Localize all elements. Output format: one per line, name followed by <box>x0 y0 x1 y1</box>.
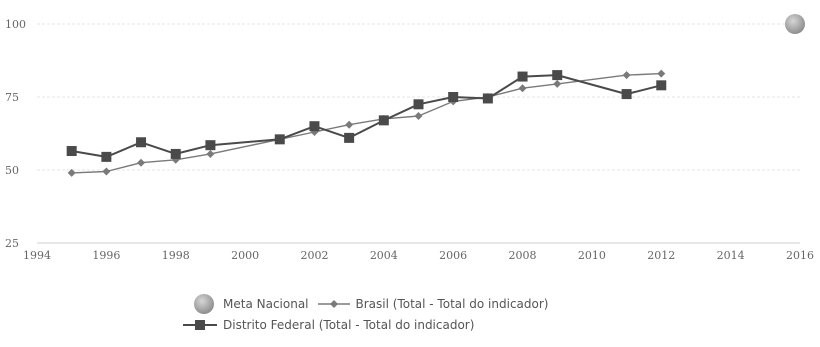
brasil-point-1995 <box>67 168 76 177</box>
legend-df-square-icon <box>183 320 217 330</box>
series-line-brasil <box>71 72 662 174</box>
brasil-point-1997 <box>137 158 146 167</box>
x-tick-label-2006: 2006 <box>439 249 467 262</box>
y-tick-label-100: 100 <box>5 18 26 31</box>
x-tick-label-1994: 1994 <box>23 249 51 262</box>
distrito-federal-point-1995 <box>66 146 77 157</box>
legend-item-meta-nacional[interactable]: Meta Nacional <box>190 293 309 315</box>
meta-nacional-point-2016 <box>785 14 805 34</box>
distrito-federal-point-2012 <box>656 80 667 91</box>
legend-item-distrito-federal[interactable]: Distrito Federal (Total - Total do indic… <box>182 318 474 332</box>
x-tick-label-2004: 2004 <box>370 249 398 262</box>
legend-label-distrito-federal: Distrito Federal (Total - Total do indic… <box>223 318 475 332</box>
brasil-point-2009 <box>553 79 562 88</box>
distrito-federal-point-1999 <box>205 140 216 151</box>
distrito-federal-point-2008 <box>517 71 528 82</box>
legend-meta-circle-icon <box>194 294 214 314</box>
legend-label-meta-nacional: Meta Nacional <box>223 297 309 311</box>
series-line-distrito-federal <box>71 74 662 158</box>
distrito-federal-point-2003 <box>344 132 355 143</box>
brasil-point-2011 <box>622 71 631 80</box>
brasil-point-2008 <box>518 84 527 93</box>
distrito-federal-point-2011 <box>621 89 632 100</box>
distrito-federal-point-1996 <box>101 151 112 162</box>
x-tick-label-1998: 1998 <box>162 249 190 262</box>
x-tick-label-1996: 1996 <box>92 249 120 262</box>
distrito-federal-point-2004 <box>378 115 389 126</box>
legend-item-brasil[interactable]: Brasil (Total - Total do indicador) <box>317 297 549 311</box>
x-tick-label-2012: 2012 <box>647 249 675 262</box>
y-tick-label-50: 50 <box>5 164 19 177</box>
distrito-federal-point-1998 <box>170 148 181 159</box>
distrito-federal-point-2007 <box>482 93 493 104</box>
distrito-federal-point-2009 <box>552 70 563 81</box>
x-tick-label-2008: 2008 <box>509 249 537 262</box>
brasil-point-2003 <box>345 120 354 129</box>
x-tick-label-2000: 2000 <box>231 249 259 262</box>
legend-label-brasil: Brasil (Total - Total do indicador) <box>355 297 549 311</box>
legend-row-1: Meta Nacional Brasil (Total - Total do i… <box>190 293 556 315</box>
x-tick-label-2014: 2014 <box>717 249 745 262</box>
x-tick-label-2016: 2016 <box>786 249 814 262</box>
brasil-point-1996 <box>102 167 111 176</box>
x-tick-label-2010: 2010 <box>578 249 606 262</box>
distrito-federal-point-2005 <box>413 99 424 110</box>
y-tick-label-25: 25 <box>5 237 19 250</box>
x-tick-label-2002: 2002 <box>300 249 328 262</box>
distrito-federal-point-2006 <box>448 92 459 102</box>
legend-brasil-diamond-icon <box>317 300 350 308</box>
brasil-point-2005 <box>414 111 423 120</box>
distrito-federal-point-2002 <box>309 121 320 132</box>
brasil-point-2012 <box>657 69 666 78</box>
legend-row-2: Distrito Federal (Total - Total do indic… <box>182 318 482 332</box>
y-tick-label-75: 75 <box>5 91 19 104</box>
distrito-federal-point-2001 <box>274 134 285 145</box>
brasil-point-1999 <box>206 149 215 158</box>
distrito-federal-point-1997 <box>136 137 147 148</box>
